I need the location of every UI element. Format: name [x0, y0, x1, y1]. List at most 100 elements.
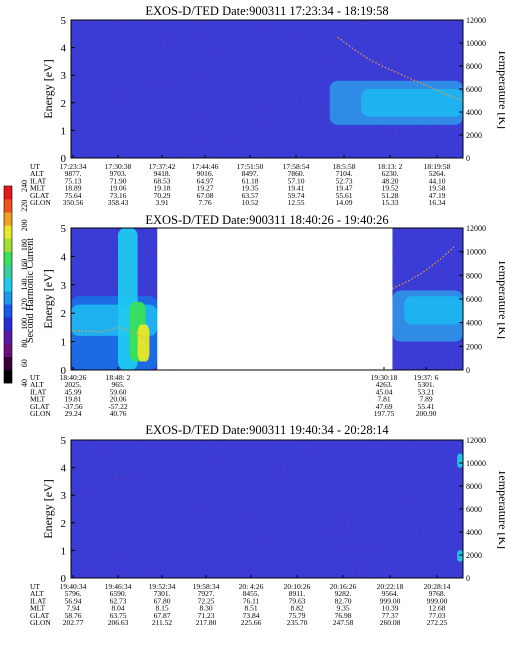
ephemeris-value: 9282. [335, 589, 352, 598]
speckle [171, 533, 173, 535]
speckle [78, 480, 80, 482]
speckle [270, 541, 272, 543]
speckle [302, 32, 304, 34]
colorbar-label: Second Harmonic Current [25, 238, 36, 343]
y2-tick-label: 4000 [466, 108, 482, 117]
speckle [380, 38, 382, 40]
ephemeris-value: 75.64 [65, 191, 82, 200]
ephemeris-value: 235.70 [287, 618, 308, 627]
speckle [87, 54, 89, 56]
speckle [210, 562, 212, 564]
speckle [376, 445, 379, 448]
ephemeris-value: 19:30:18 [371, 373, 398, 382]
speckle [430, 55, 432, 57]
speckle [141, 451, 143, 454]
speckle [301, 521, 303, 523]
ephemeris-value: 48.20 [382, 176, 399, 185]
speckle [430, 30, 432, 32]
ephemeris-value: 17:51:50 [237, 162, 264, 171]
speckle [104, 148, 106, 151]
speckle [202, 444, 204, 446]
speckle [441, 233, 443, 235]
speckle [451, 525, 453, 527]
y-tick-label: 0 [61, 153, 67, 165]
speckle [283, 469, 285, 472]
speckle [429, 136, 431, 138]
speckle [243, 512, 245, 514]
ephemeris-value: 47.19 [429, 191, 446, 200]
speckle [139, 290, 141, 293]
speckle [73, 123, 75, 126]
speckle [211, 457, 213, 459]
speckle [394, 560, 397, 562]
ephemeris-value: 5301. [418, 380, 435, 389]
ephemeris-value: 5264. [429, 169, 446, 178]
speckle [330, 540, 332, 543]
speckle [262, 489, 264, 491]
y2-tick-label: 10000 [466, 459, 486, 468]
speckle [432, 271, 434, 273]
speckle [107, 290, 109, 293]
speckle [219, 43, 221, 45]
speckle [135, 513, 137, 515]
speckle [438, 125, 440, 127]
speckle [240, 488, 242, 490]
ephemeris-value: 7104. [336, 169, 353, 178]
ephemeris-row-label: UT [30, 373, 40, 382]
speckle [338, 38, 340, 40]
speckle [234, 50, 236, 52]
speckle [397, 284, 399, 286]
speckle [377, 480, 379, 483]
y-tick-label: 4 [61, 251, 67, 263]
speckle [253, 24, 255, 26]
speckle [430, 152, 432, 155]
speckle [385, 514, 387, 516]
speckle [409, 498, 411, 500]
speckle [344, 148, 346, 150]
speckle [205, 136, 207, 138]
ephemeris-value: 200.90 [416, 409, 437, 418]
speckle [90, 576, 92, 578]
speckle [318, 475, 320, 478]
speckle [443, 565, 445, 567]
speckle [201, 524, 203, 526]
speckle [271, 455, 273, 457]
ephemeris-value: 75.13 [65, 176, 82, 185]
speckle [118, 21, 120, 24]
ephemeris-row-label: GLAT [30, 611, 50, 620]
speckle [293, 130, 295, 132]
speckle [410, 359, 412, 361]
speckle [301, 441, 304, 443]
colorbar-tick-label: 180 [20, 239, 29, 251]
speckle [88, 559, 90, 561]
ephemeris-value: 44.10 [429, 176, 446, 185]
ephemeris-value: 68.53 [154, 176, 171, 185]
speckle [319, 135, 321, 137]
ephemeris-value: 18:13: 2 [378, 162, 403, 171]
ephemeris-value: 17:30:38 [105, 162, 132, 171]
speckle [119, 552, 121, 554]
ephemeris-value: 73.84 [243, 611, 260, 620]
ephemeris-value: 15.33 [382, 198, 399, 207]
speckle [417, 71, 419, 73]
y2-axis-label: Temperature [K] [496, 49, 505, 129]
speckle [112, 440, 114, 442]
speckle [141, 265, 143, 267]
speckle [201, 481, 203, 483]
speckle [413, 444, 415, 446]
speckle [232, 509, 234, 511]
y-tick-label: 0 [61, 573, 67, 585]
speckle [113, 280, 116, 282]
speckle [130, 556, 132, 558]
ephemeris-value: 225.66 [241, 618, 262, 627]
speckle [372, 575, 374, 577]
ephemeris-row-label: GLON [30, 409, 51, 418]
colorbar-swatch [4, 199, 12, 213]
speckle [189, 542, 191, 544]
ephemeris-row-label: MLT [30, 604, 46, 613]
speckle [449, 567, 451, 569]
ephemeris-table: UTALTILATMLTGLATGLON18:40:262025.45.9919… [30, 373, 439, 418]
ephemeris-value: 18:48: 2 [106, 373, 131, 382]
speckle [274, 478, 276, 480]
